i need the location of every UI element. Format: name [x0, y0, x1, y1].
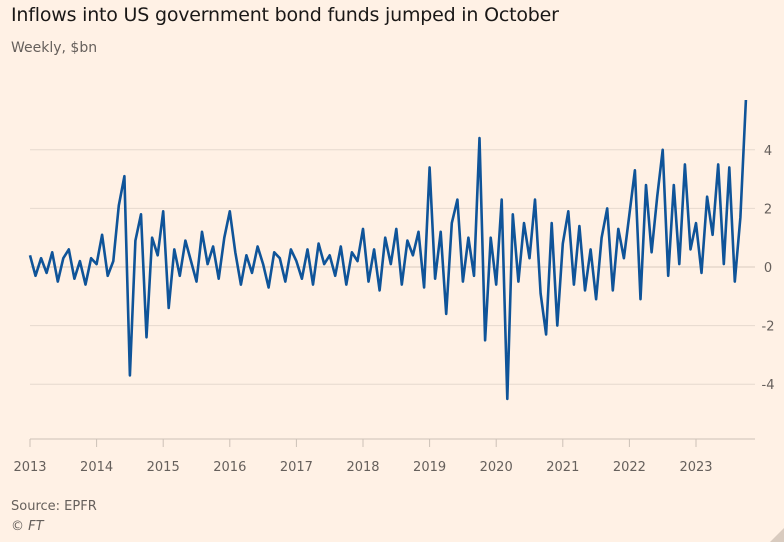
chart-subtitle: Weekly, $bn: [11, 40, 98, 56]
source-note: Source: EPFR: [11, 499, 97, 514]
series-line: [28, 99, 748, 401]
x-tick-label: 2014: [80, 460, 113, 475]
y-tick-label: 4: [764, 144, 772, 159]
x-tick-label: 2015: [147, 460, 180, 475]
x-tick-label: 2019: [413, 460, 446, 475]
y-tick-label: 2: [764, 202, 772, 217]
copyright-note: © FT: [11, 519, 44, 534]
x-tick-label: 2023: [679, 460, 712, 475]
x-tick-label: 2022: [613, 460, 646, 475]
x-tick-label: 2020: [480, 460, 513, 475]
corner-fold-icon: [770, 528, 784, 542]
x-tick-label: 2016: [213, 460, 246, 475]
chart-title: Inflows into US government bond funds ju…: [11, 4, 559, 26]
y-tick-label: -2: [762, 320, 775, 335]
y-tick-label: 0: [764, 261, 772, 276]
y-tick-label: -4: [762, 378, 775, 393]
x-tick-label: 2017: [280, 460, 313, 475]
x-tick-label: 2018: [346, 460, 379, 475]
x-tick-label: 2021: [546, 460, 579, 475]
x-tick-label: 2013: [13, 460, 46, 475]
